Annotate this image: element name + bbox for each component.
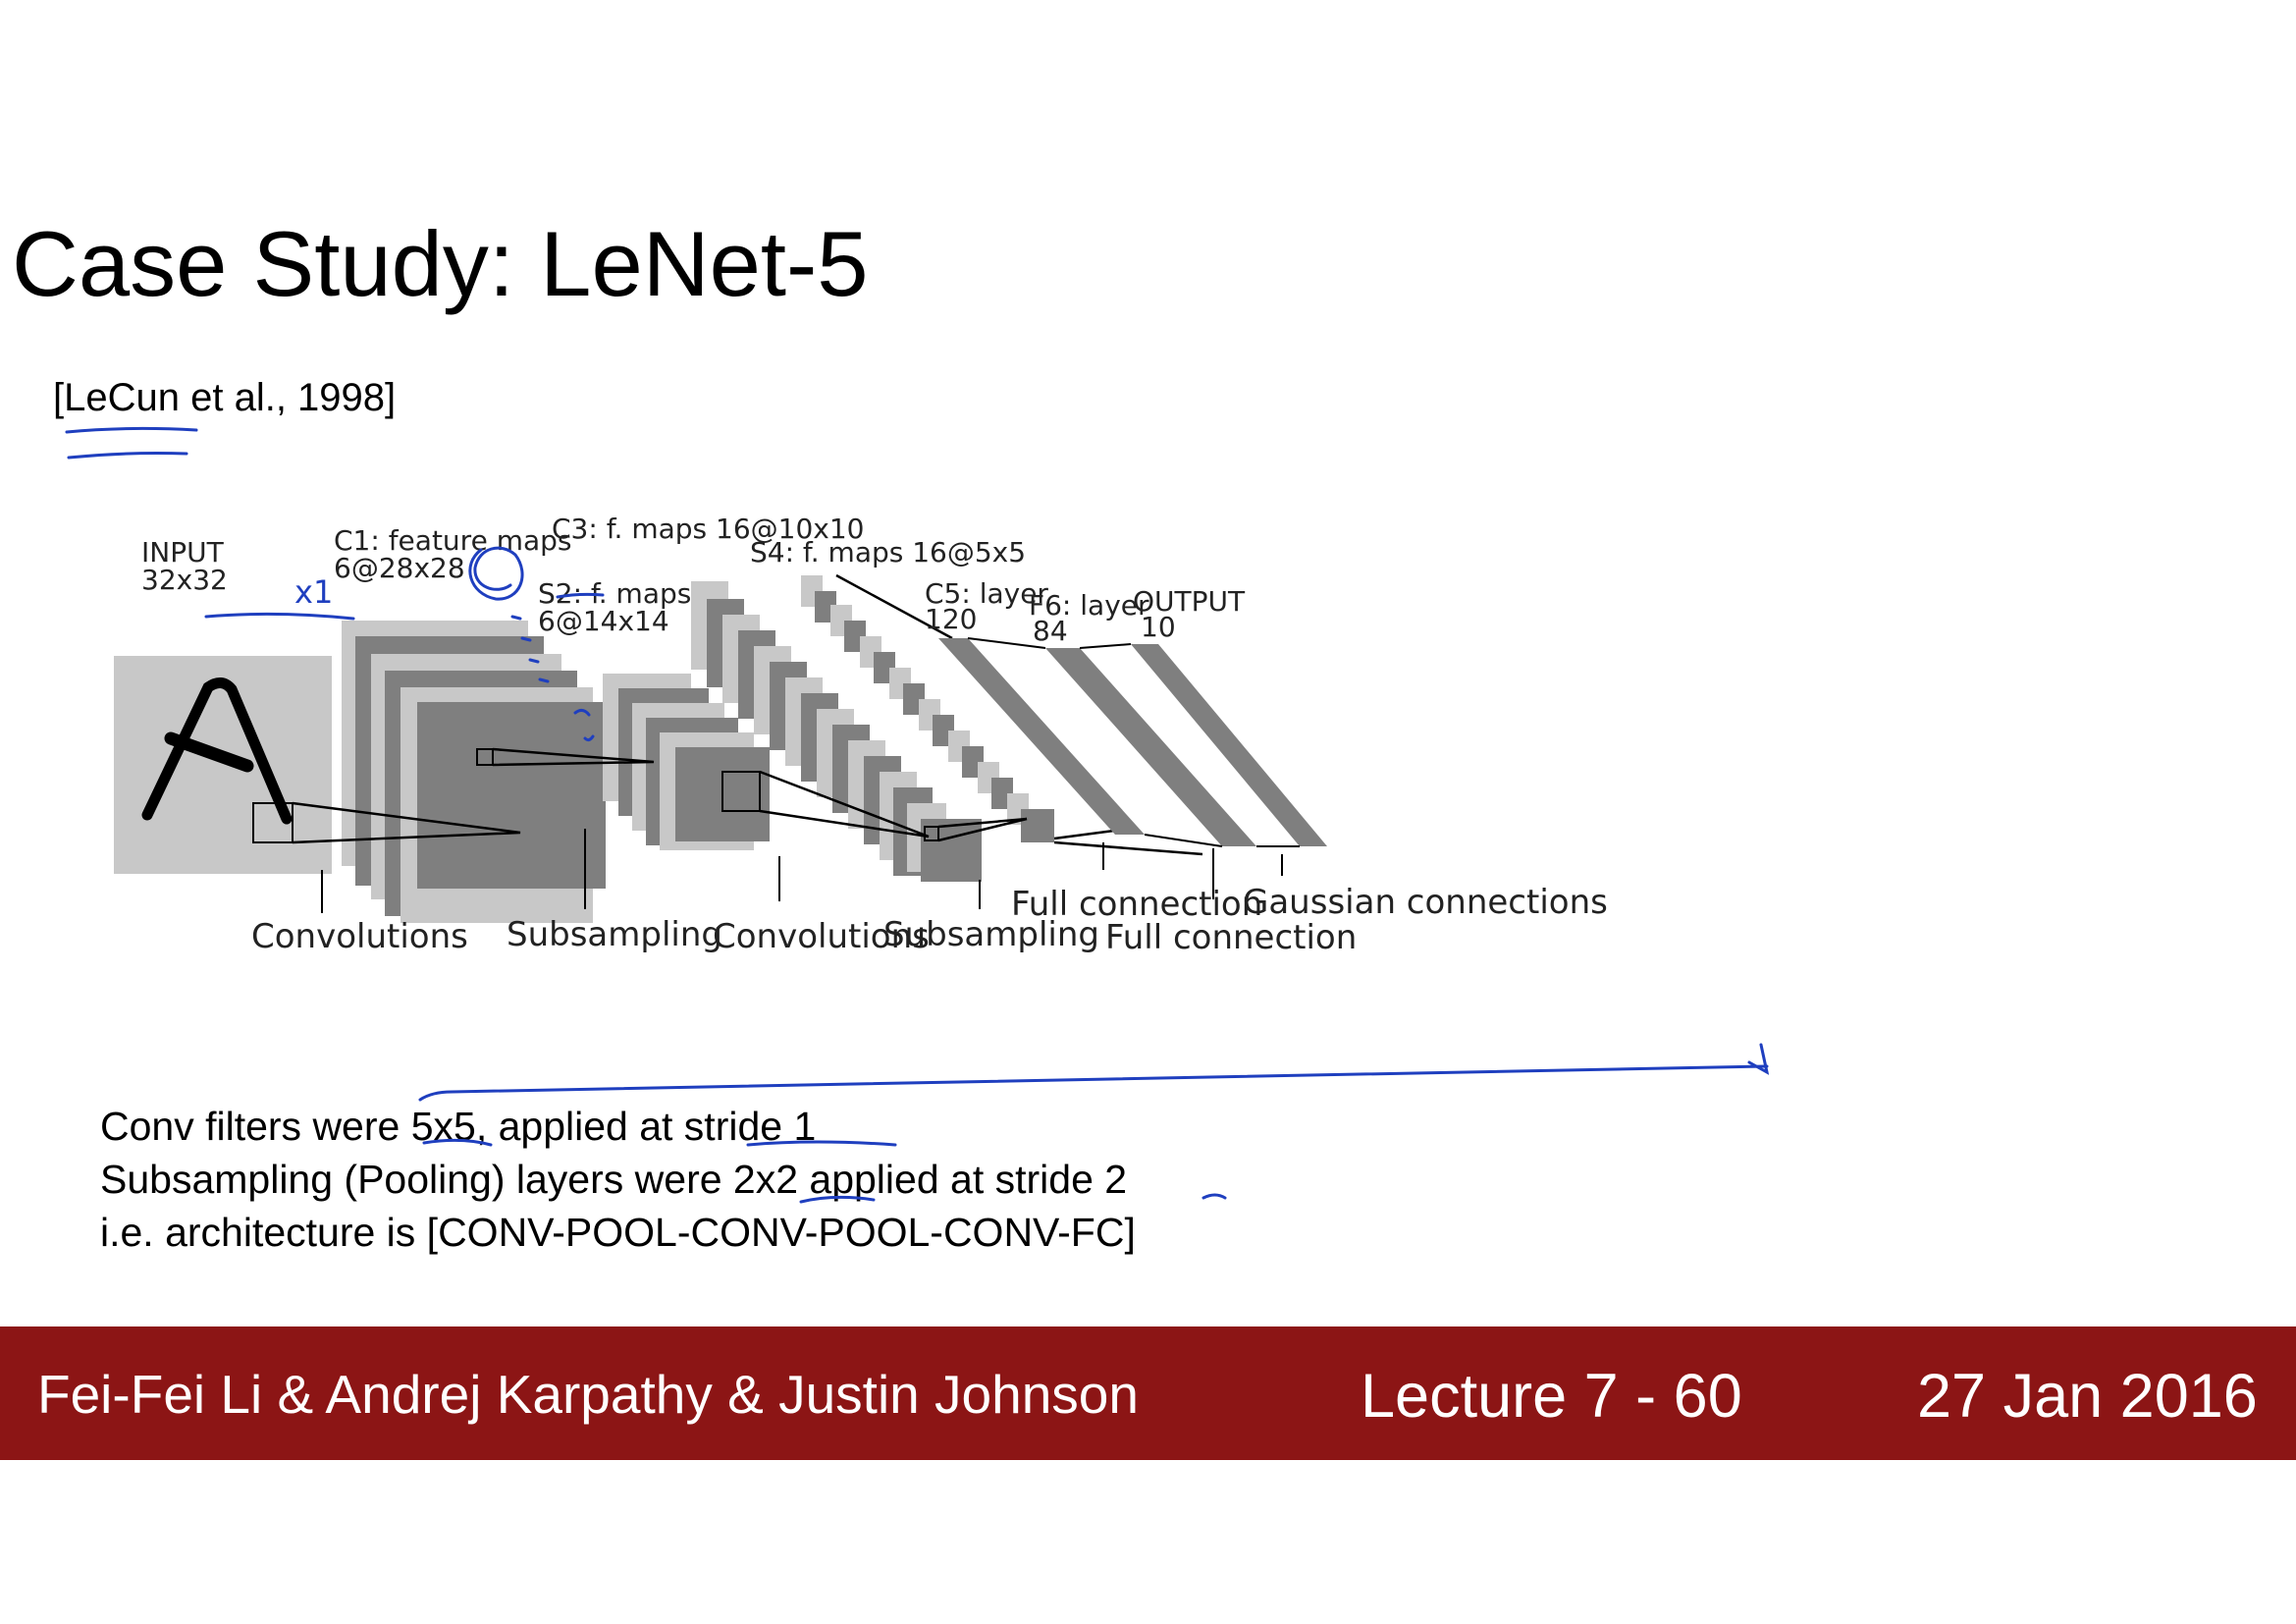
lenet-diagram: INPUT 32x32 C1: feature maps 6@28x28 S2:… [39, 481, 2218, 1080]
operation-ticks [321, 829, 1283, 913]
input-label-line1: INPUT [141, 536, 225, 568]
input-receptive-field [252, 802, 294, 843]
f6-stripe [1045, 648, 1256, 846]
footer-lecture-number: Lecture 7 - 60 [1361, 1362, 1742, 1431]
citation-underline-2 [67, 452, 188, 460]
f6-label-line1: F6: layer [1029, 589, 1149, 622]
citation-underline-1 [65, 426, 198, 434]
op-convolutions-2: Convolutions [713, 917, 930, 956]
footer-authors: Fei-Fei Li & Andrej Karpathy & Justin Jo… [37, 1364, 1139, 1425]
citation: [LeCun et al., 1998] [53, 376, 397, 419]
output-stripe [1131, 644, 1327, 846]
note-subsampling: Subsampling (Pooling) layers were 2x2 ap… [100, 1157, 1128, 1202]
c5-label-line1: C5: layer [925, 577, 1048, 610]
footer-bar: Fei-Fei Li & Andrej Karpathy & Justin Jo… [0, 1326, 2296, 1460]
op-full-connection-1: Full connection [1011, 885, 1262, 924]
s4-feature-maps [801, 575, 1054, 842]
c3-label: C3: f. maps 16@10x10 [552, 513, 864, 545]
op-full-connection-2: Full connection [1105, 918, 1357, 957]
c1-label-line1: C1: feature maps [334, 524, 571, 557]
s2-label-line2: 6@14x14 [538, 605, 669, 637]
c3-feature-maps [691, 581, 982, 882]
op-gaussian-connections: Gaussian connections [1243, 883, 1608, 922]
input-image [114, 656, 332, 874]
s2-feature-maps [603, 674, 770, 850]
op-convolutions-1: Convolutions [251, 917, 468, 956]
op-subsampling-1: Subsampling [507, 915, 722, 954]
c5-label-line2: 120 [925, 603, 977, 635]
underline-stride-2 [1201, 1193, 1227, 1200]
op-subsampling-2: Subsampling [883, 915, 1099, 954]
output-label-line1: OUTPUT [1133, 585, 1246, 618]
c5-stripe [938, 638, 1145, 835]
c1-label-line2: 6@28x28 [334, 552, 465, 584]
slide-title: Case Study: LeNet-5 [12, 212, 869, 315]
output-label-line2: 10 [1141, 611, 1176, 643]
note-architecture: i.e. architecture is [CONV-POOL-CONV-POO… [100, 1210, 1136, 1255]
letter-a-stroke [141, 677, 293, 825]
input-label-line2: 32x32 [141, 564, 228, 596]
letter-a-bar [164, 731, 254, 773]
footer-date: 27 Jan 2016 [1917, 1362, 2258, 1431]
fully-connected-stripes [938, 637, 1327, 847]
f6-label-line2: 84 [1033, 615, 1068, 647]
c1-feature-maps [342, 621, 606, 923]
receptive-field-projections [292, 573, 1203, 856]
notes: Conv filters were 5x5, applied at stride… [100, 1100, 1136, 1259]
s4-label: S4: f. maps 16@5x5 [750, 536, 1026, 568]
lenet-architecture-figure: INPUT 32x32 C1: feature maps 6@28x28 S2:… [114, 513, 1608, 957]
note-conv-filters: Conv filters were 5x5, applied at stride… [100, 1104, 817, 1149]
